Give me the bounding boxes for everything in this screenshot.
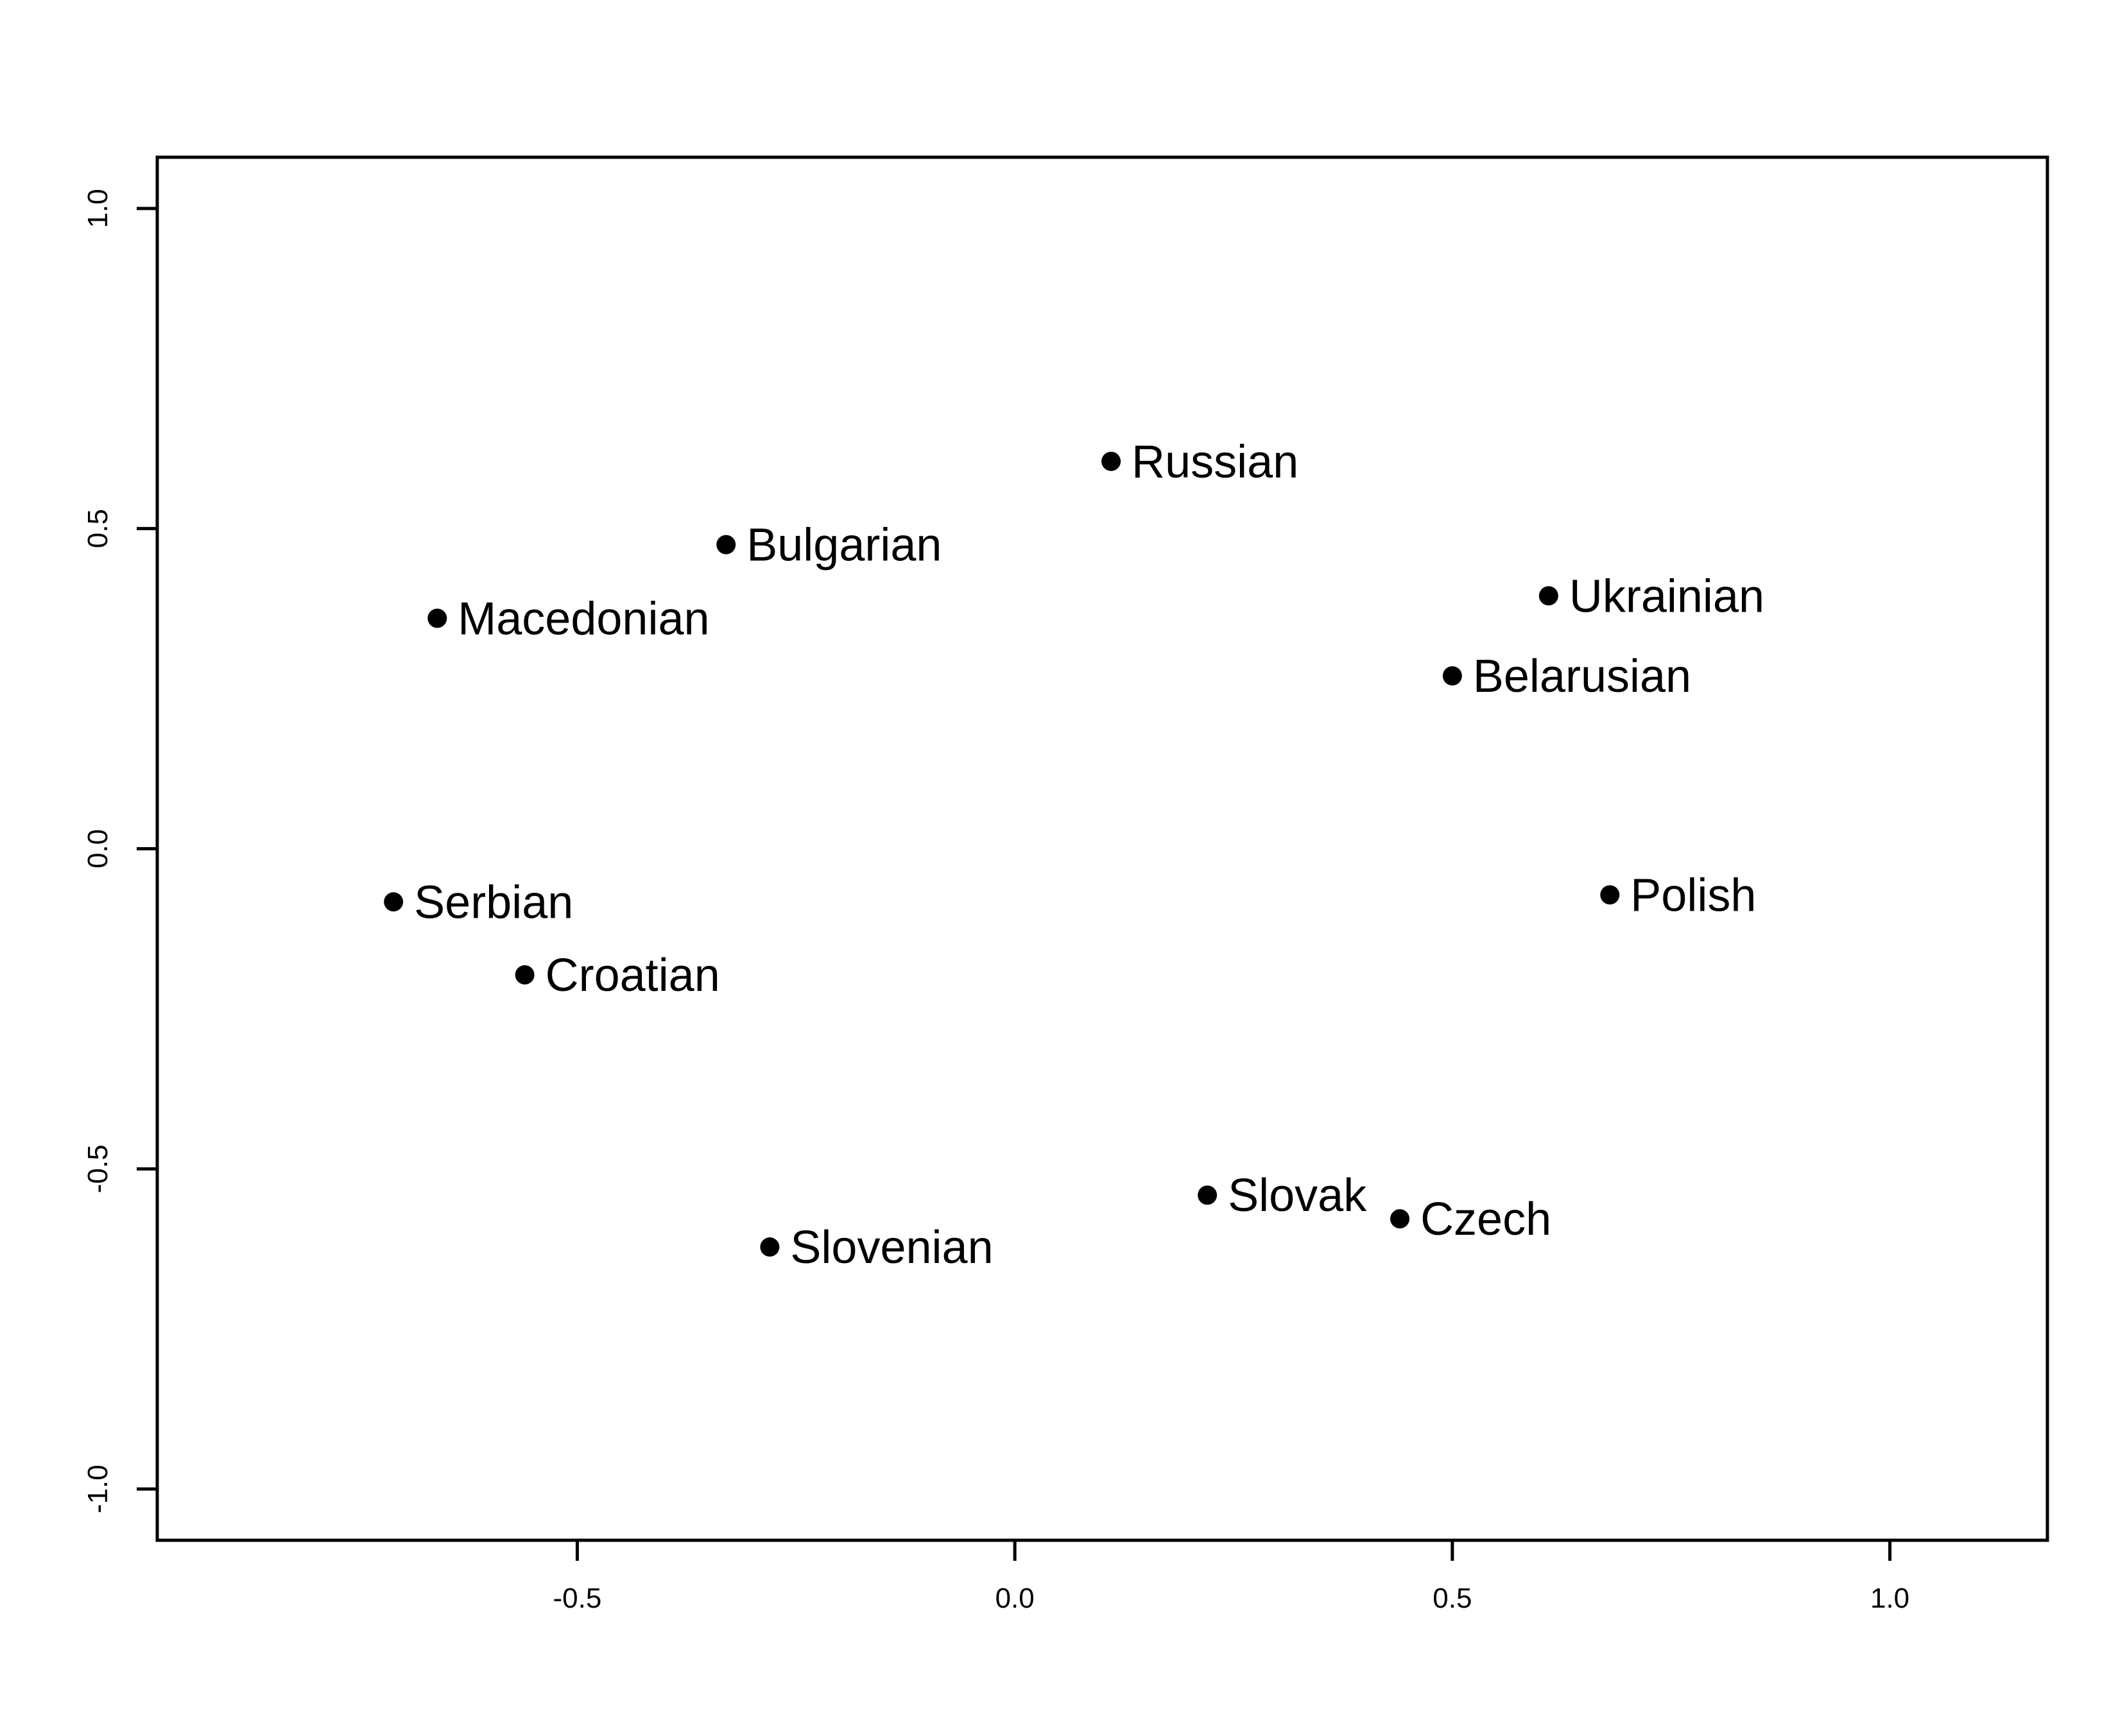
data-point-label: Polish: [1630, 870, 1756, 921]
data-point: [1198, 1185, 1218, 1205]
data-point-label: Czech: [1420, 1194, 1551, 1245]
y-tick-label: -1.0: [82, 1465, 114, 1513]
data-point: [760, 1237, 780, 1257]
data-point: [384, 892, 404, 912]
y-tick-label: -0.5: [82, 1144, 114, 1193]
data-point: [1101, 451, 1121, 471]
data-point-label: Russian: [1132, 436, 1298, 488]
y-tick-label: 0.0: [82, 829, 114, 868]
data-point: [1600, 885, 1620, 905]
data-point: [1390, 1209, 1410, 1229]
data-point-label: Belarusian: [1473, 651, 1691, 702]
y-tick-label: 0.5: [82, 509, 114, 548]
data-point: [1442, 666, 1462, 686]
y-axis: -1.0 -0.5 0.0 0.5 1.0: [82, 189, 159, 1513]
data-point: [515, 965, 535, 985]
data-point-label: Slovak: [1228, 1170, 1367, 1221]
x-axis: -0.5 0.0 0.5 1.0: [553, 1538, 1909, 1614]
data-point: [716, 535, 736, 554]
data-point-label: Macedonian: [458, 593, 709, 644]
data-point: [427, 608, 447, 628]
data-point: [1538, 586, 1558, 606]
plot-frame: [155, 155, 2049, 1542]
data-point-label: Croatian: [546, 950, 720, 1001]
x-tick-label: 0.5: [1433, 1583, 1472, 1614]
x-tick-label: 1.0: [1870, 1583, 1909, 1614]
data-point-label: Ukrainian: [1569, 571, 1764, 622]
data-point-label: Serbian: [414, 877, 573, 928]
data-point-label: Bulgarian: [746, 520, 942, 571]
data-points: Russian Bulgarian Macedonian Ukrainian Belar…: [384, 436, 1764, 1273]
y-tick-label: 1.0: [82, 189, 114, 228]
data-point-label: Slovenian: [790, 1222, 993, 1273]
x-tick-label: -0.5: [553, 1583, 602, 1614]
x-tick-label: 0.0: [995, 1583, 1035, 1614]
